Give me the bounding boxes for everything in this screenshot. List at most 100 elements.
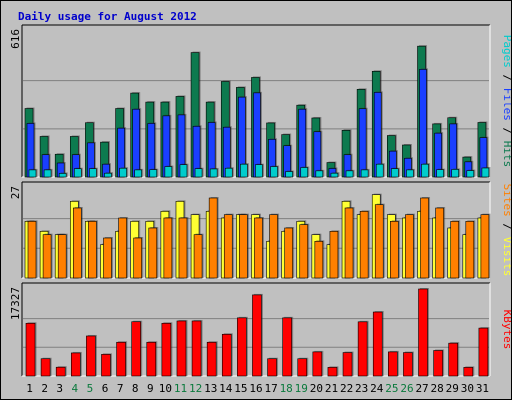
side-legend-part-0: Pages [501,35,511,68]
bar-pages-day-27 [421,163,429,178]
bar-sites-day-14 [223,214,233,279]
bar-sites-day-27 [420,197,429,279]
bar-pages-day-10 [164,166,173,178]
bar-kbytes-day-17 [267,358,277,377]
bar-files-day-27 [419,69,427,178]
bar-pages-day-29 [451,169,460,178]
bar-kbytes-day-9 [146,341,157,377]
side-legend-part-0: KBytes [501,310,511,350]
bar-pages-day-30 [466,170,475,178]
bar-sites-day-5 [88,221,97,279]
bar-pages-day-3 [58,173,67,178]
bar-sites-day-7 [118,217,127,279]
x-tick-label-day-8: 8 [132,382,139,395]
chart-title: Daily usage for August 2012 [18,10,197,23]
bar-pages-day-2 [43,169,52,178]
bar-sites-day-24 [374,204,384,279]
bar-sites-day-29 [450,221,460,279]
bar-sites-day-26 [405,214,414,279]
bar-kbytes-day-7 [116,341,126,377]
x-tick-label-day-18: 18 [280,382,293,395]
bar-pages-day-6 [104,172,112,178]
side-legend-part-0: Sites [501,184,511,217]
bar-sites-day-28 [435,207,444,279]
bar-pages-day-15 [240,163,248,178]
x-tick-label-day-28: 28 [431,382,444,395]
bar-sites-day-10 [163,217,173,279]
bar-sites-day-8 [133,237,142,279]
bar-sites-day-6 [103,237,112,279]
bar-sites-day-22 [344,207,354,279]
bar-kbytes-day-6 [101,354,111,377]
x-tick-label-day-10: 10 [159,382,172,395]
bar-kbytes-day-8 [131,321,141,377]
x-tick-label-day-31: 31 [476,382,489,395]
x-tick-label-day-14: 14 [219,382,233,395]
bar-pages-day-14 [224,167,233,178]
x-tick-label-day-13: 13 [204,382,217,395]
x-tick-label-day-1: 1 [26,382,33,395]
bar-sites-day-4 [72,207,82,279]
side-legend-part-3: / [501,121,511,141]
bar-sites-day-19 [299,224,309,279]
x-tick-label-day-12: 12 [189,382,202,395]
bar-kbytes-day-31 [478,327,489,377]
bar-sites-day-13 [208,197,218,279]
bar-pages-day-26 [406,169,414,178]
side-legend-visits-sites: Sites / Visits [501,184,511,277]
bar-pages-day-31 [481,167,490,178]
bar-kbytes-day-22 [342,352,353,377]
bar-kbytes-day-25 [388,351,398,377]
x-tick-label-day-24: 24 [370,382,384,395]
x-tick-label-day-21: 21 [325,382,338,395]
bar-kbytes-day-10 [161,322,172,377]
bar-pages-day-4 [73,168,82,178]
x-tick-label-day-29: 29 [446,382,459,395]
x-tick-label-day-30: 30 [461,382,474,395]
x-tick-label-day-20: 20 [310,382,323,395]
bar-sites-day-31 [480,214,490,279]
bar-pages-day-12 [194,168,203,178]
x-tick-label-day-22: 22 [340,382,353,395]
bar-sites-day-21 [329,231,339,279]
bar-kbytes-day-19 [297,358,308,377]
bar-kbytes-day-16 [252,294,262,377]
bar-sites-day-15 [239,214,248,279]
bar-pages-day-24 [375,163,384,178]
bar-pages-day-18 [285,171,293,178]
bar-pages-day-16 [255,164,263,178]
x-tick-label-day-5: 5 [87,382,94,395]
bar-pages-day-17 [270,166,278,178]
x-tick-label-day-3: 3 [56,382,63,395]
bar-sites-day-20 [314,241,324,279]
bar-pages-day-7 [119,167,127,178]
bar-kbytes-day-26 [403,352,413,377]
bar-files-day-8 [132,108,140,178]
bar-kbytes-day-24 [372,311,383,377]
bar-kbytes-day-27 [418,288,428,377]
side-legend-part-4: Hits [501,141,511,168]
bar-sites-day-18 [284,227,293,279]
bar-kbytes-day-1 [25,322,36,377]
bar-kbytes-day-3 [55,366,66,377]
bar-pages-day-22 [345,170,354,178]
bar-pages-day-25 [391,168,399,178]
bar-pages-day-9 [149,169,158,178]
bar-sites-day-16 [254,217,263,279]
bar-kbytes-day-20 [312,351,323,377]
bar-sites-day-23 [359,211,369,279]
bar-sites-day-11 [178,217,188,279]
bar-sites-day-3 [57,234,67,279]
bar-kbytes-day-2 [40,358,51,377]
bar-kbytes-day-11 [176,320,187,377]
ymax-label-visits-sites: 27 [9,186,22,199]
x-tick-label-day-16: 16 [249,382,262,395]
bar-pages-day-11 [179,164,188,178]
x-tick-label-day-17: 17 [264,382,277,395]
x-tick-label-day-26: 26 [400,382,413,395]
bar-kbytes-day-18 [282,317,292,377]
bar-pages-day-13 [209,168,218,178]
x-tick-label-day-25: 25 [385,382,398,395]
